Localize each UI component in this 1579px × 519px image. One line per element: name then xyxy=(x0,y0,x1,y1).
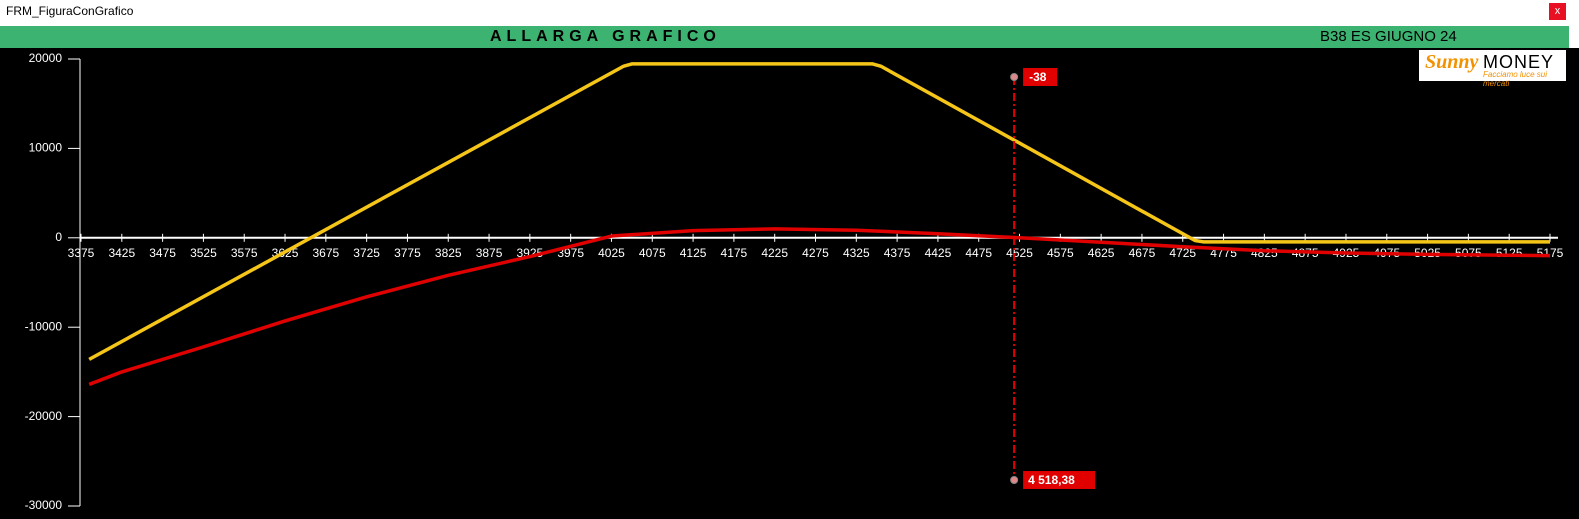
x-tick-label: 4425 xyxy=(925,246,952,260)
logo: Sunny MONEY Facciamo luce sui mercati xyxy=(1419,50,1566,88)
logo-brand: MONEY xyxy=(1483,52,1555,72)
x-tick-label: 4625 xyxy=(1088,246,1115,260)
x-tick-label: 4575 xyxy=(1047,246,1074,260)
x-tick-label: 4375 xyxy=(884,246,911,260)
window-title: FRM_FiguraConGrafico xyxy=(6,4,134,18)
x-tick-label: 3725 xyxy=(353,246,380,260)
x-tick-label: 4125 xyxy=(680,246,707,260)
x-tick-label: 4325 xyxy=(843,246,870,260)
chart: 20000 10000 0 -10000 -20000 -30000 3375 3425 347… xyxy=(0,48,1579,519)
x-tick-label: 4225 xyxy=(761,246,788,260)
cursor-x-label: 4 518,38 xyxy=(1028,473,1075,487)
cursor-y-label: -38 xyxy=(1029,70,1047,84)
cursor-handle xyxy=(1010,73,1019,81)
cursor-handle xyxy=(1010,476,1019,484)
y-tick-label: -10000 xyxy=(25,319,63,333)
cursor-label-box xyxy=(1023,471,1096,489)
x-tick-label: 5125 xyxy=(1496,246,1523,260)
title-bar: FRM_FiguraConGrafico x xyxy=(0,0,1579,24)
x-tick-label: 3875 xyxy=(476,246,503,260)
y-tick-label: -20000 xyxy=(25,409,63,423)
y-tick-label: -30000 xyxy=(25,498,63,512)
cursor-label-box xyxy=(1023,68,1058,86)
close-button[interactable]: x xyxy=(1549,3,1566,20)
logo-tagline: Facciamo luce sui mercati xyxy=(1483,70,1548,88)
y-tick-label: 20000 xyxy=(29,51,63,65)
x-tick-label: 3825 xyxy=(435,246,462,260)
x-tick-label: 3675 xyxy=(312,246,339,260)
x-tick-label: 4025 xyxy=(598,246,625,260)
chart-background xyxy=(0,48,1579,519)
x-tick-label: 4475 xyxy=(965,246,992,260)
x-tick-label: 4675 xyxy=(1129,246,1156,260)
series-line xyxy=(88,227,1551,387)
x-tick-label: 4825 xyxy=(1251,246,1278,260)
y-tick-label: 10000 xyxy=(29,141,63,155)
x-tick-label: 3575 xyxy=(231,246,258,260)
header-bar: ALLARGA GRAFICO B38 ES GIUGNO 24 xyxy=(0,26,1569,48)
x-tick-label: 4175 xyxy=(721,246,748,260)
x-tick-label: 4725 xyxy=(1169,246,1196,260)
x-tick-label: 3525 xyxy=(190,246,217,260)
x-tick-label: 3375 xyxy=(68,246,95,260)
enlarge-button[interactable]: ALLARGA GRAFICO xyxy=(490,28,721,45)
series-line xyxy=(88,62,1550,361)
instrument-label: B38 ES GIUGNO 24 xyxy=(1320,28,1457,45)
x-tick-label: 3425 xyxy=(108,246,135,260)
x-tick-label: 5175 xyxy=(1537,246,1564,260)
x-tick-label: 3775 xyxy=(394,246,421,260)
x-tick-label: 4075 xyxy=(639,246,666,260)
y-tick-label: 0 xyxy=(55,230,62,244)
logo-brand: Sunny xyxy=(1425,51,1479,73)
x-tick-label: 4525 xyxy=(1006,246,1033,260)
x-tick-label: 4275 xyxy=(802,246,829,260)
x-tick-label: 3475 xyxy=(149,246,176,260)
